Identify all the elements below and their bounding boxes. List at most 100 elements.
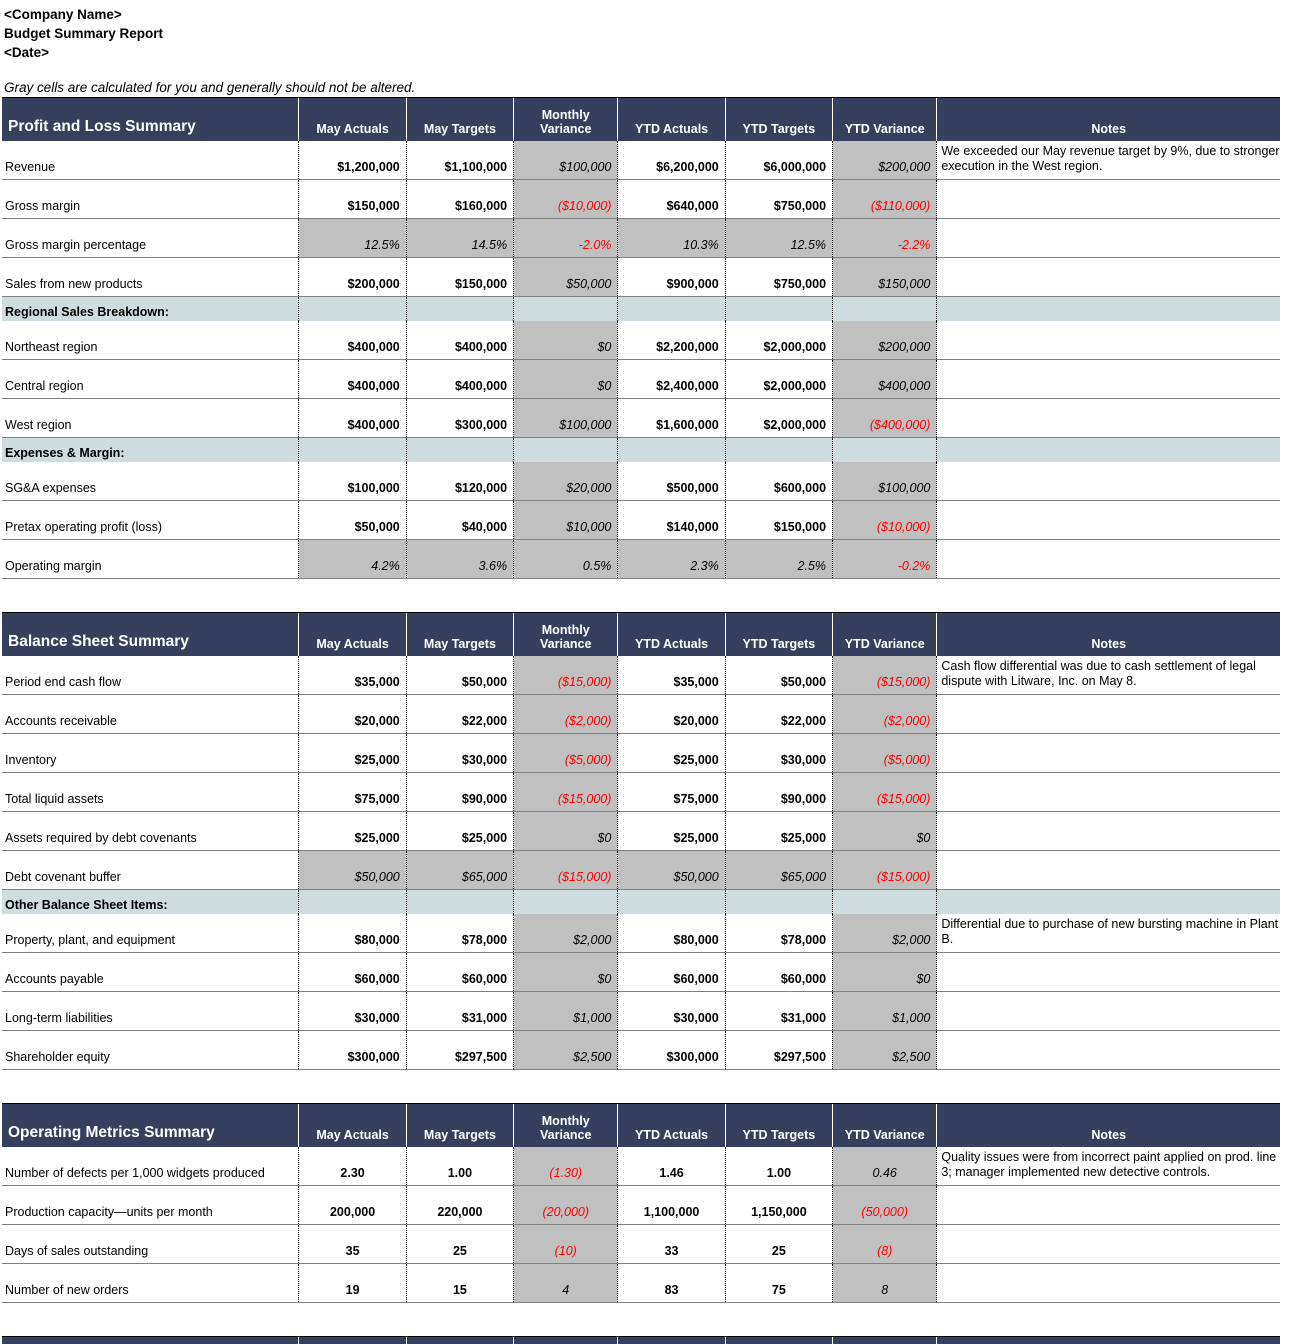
cell-ytd-targets[interactable]: $2,000,000 (725, 398, 834, 438)
cell-may-targets[interactable]: $40,000 (406, 500, 515, 540)
cell-may-actuals[interactable]: $30,000 (298, 991, 407, 1031)
cell-may-actuals[interactable]: 2.30 (298, 1147, 407, 1186)
cell-notes[interactable] (936, 850, 1280, 890)
cell-may-actuals[interactable]: $25,000 (298, 733, 407, 773)
cell-ytd-actuals[interactable]: $75,000 (617, 772, 726, 812)
cell-may-targets[interactable]: $50,000 (406, 656, 515, 695)
cell-ytd-actuals[interactable]: 33 (617, 1224, 726, 1264)
cell-ytd-actuals[interactable]: $2,400,000 (617, 359, 726, 399)
cell-may-targets[interactable]: $25,000 (406, 811, 515, 851)
cell-ytd-targets[interactable]: $90,000 (725, 772, 834, 812)
cell-notes[interactable] (936, 1263, 1280, 1303)
cell-ytd-actuals[interactable]: $640,000 (617, 179, 726, 219)
cell-notes[interactable] (936, 952, 1280, 992)
cell-ytd-actuals[interactable]: $25,000 (617, 811, 726, 851)
cell-ytd-targets[interactable]: $6,000,000 (725, 141, 834, 180)
cell-may-targets[interactable]: $30,000 (406, 733, 515, 773)
cell-may-actuals[interactable]: $80,000 (298, 914, 407, 953)
cell-notes[interactable] (936, 500, 1280, 540)
cell-notes[interactable] (936, 321, 1280, 360)
column-header-contoso-ltd[interactable]: Contoso, Ltd. (298, 1336, 407, 1344)
cell-may-actuals[interactable]: $35,000 (298, 656, 407, 695)
cell-may-actuals[interactable]: $100,000 (298, 462, 407, 501)
cell-notes[interactable] (936, 733, 1280, 773)
cell-may-actuals[interactable]: $20,000 (298, 694, 407, 734)
cell-ytd-targets[interactable]: $750,000 (725, 179, 834, 219)
cell-ytd-actuals[interactable]: $30,000 (617, 991, 726, 1031)
cell-ytd-targets[interactable]: $30,000 (725, 733, 834, 773)
cell-ytd-targets[interactable]: 1.00 (725, 1147, 834, 1186)
column-header-ytd-variance[interactable]: YTD Variance (832, 1103, 938, 1147)
cell-ytd-targets[interactable]: $50,000 (725, 656, 834, 695)
cell-ytd-targets[interactable]: $750,000 (725, 257, 834, 297)
cell-may-targets[interactable]: $297,500 (406, 1030, 515, 1070)
cell-ytd-actuals[interactable]: 83 (617, 1263, 726, 1303)
column-header-may-targets[interactable]: May Targets (406, 97, 515, 141)
cell-ytd-actuals[interactable]: 1.46 (617, 1147, 726, 1186)
column-header-may-targets[interactable]: May Targets (406, 1103, 515, 1147)
cell-ytd-actuals[interactable]: $140,000 (617, 500, 726, 540)
cell-may-actuals[interactable]: 200,000 (298, 1185, 407, 1225)
cell-notes[interactable] (936, 257, 1280, 297)
cell-ytd-targets[interactable]: $297,500 (725, 1030, 834, 1070)
cell-may-targets[interactable]: 25 (406, 1224, 515, 1264)
column-header-may-targets[interactable]: May Targets (406, 612, 515, 656)
cell-may-targets[interactable]: $78,000 (406, 914, 515, 953)
column-header-ytd-actuals[interactable]: YTD Actuals (617, 612, 726, 656)
cell-notes[interactable] (936, 1185, 1280, 1225)
cell-ytd-targets[interactable]: $150,000 (725, 500, 834, 540)
cell-ytd-targets[interactable]: $31,000 (725, 991, 834, 1031)
cell-notes[interactable]: Differential due to purchase of new burs… (936, 914, 1280, 953)
cell-may-actuals[interactable]: $300,000 (298, 1030, 407, 1070)
cell-ytd-targets[interactable]: $25,000 (725, 811, 834, 851)
cell-ytd-targets[interactable]: $2,000,000 (725, 321, 834, 360)
column-header-may-actuals[interactable]: May Actuals (298, 1103, 407, 1147)
cell-may-targets[interactable]: $120,000 (406, 462, 515, 501)
cell-may-actuals[interactable]: $150,000 (298, 179, 407, 219)
cell-ytd-targets[interactable]: $78,000 (725, 914, 834, 953)
cell-may-targets[interactable]: 15 (406, 1263, 515, 1303)
cell-may-actuals[interactable]: $50,000 (298, 500, 407, 540)
cell-notes[interactable] (936, 991, 1280, 1031)
column-header-ytd-targets[interactable]: YTD Targets (725, 612, 834, 656)
cell-may-actuals[interactable]: $400,000 (298, 398, 407, 438)
column-header-ytd-variance[interactable]: YTD Variance (832, 612, 938, 656)
cell-may-targets[interactable]: $90,000 (406, 772, 515, 812)
cell-ytd-actuals[interactable]: 1,100,000 (617, 1185, 726, 1225)
cell-notes[interactable]: We exceeded our May revenue target by 9%… (936, 141, 1280, 180)
cell-may-actuals[interactable]: $400,000 (298, 321, 407, 360)
column-header-monthly-variance[interactable]: Monthly Variance (513, 1103, 619, 1147)
column-header-ytd-targets[interactable]: YTD Targets (725, 97, 834, 141)
column-header-notes[interactable]: Notes (936, 97, 1280, 141)
cell-may-actuals[interactable]: $25,000 (298, 811, 407, 851)
cell-notes[interactable] (936, 398, 1280, 438)
cell-notes[interactable] (936, 179, 1280, 219)
cell-ytd-actuals[interactable]: $35,000 (617, 656, 726, 695)
column-header-monthly-variance[interactable]: Monthly Variance (513, 97, 619, 141)
column-header-other[interactable]: Other (832, 1336, 938, 1344)
cell-notes[interactable] (936, 359, 1280, 399)
column-header-monthly-variance[interactable]: Monthly Variance (513, 612, 619, 656)
column-header-notes[interactable]: Notes (936, 1103, 1280, 1147)
column-header-ytd-targets[interactable]: YTD Targets (725, 1103, 834, 1147)
cell-may-actuals[interactable]: $400,000 (298, 359, 407, 399)
cell-may-actuals[interactable]: 19 (298, 1263, 407, 1303)
column-header-competitor-3[interactable]: Competitor 3 (617, 1336, 726, 1344)
cell-notes[interactable] (936, 694, 1280, 734)
cell-ytd-actuals[interactable]: $900,000 (617, 257, 726, 297)
cell-may-targets[interactable]: $1,100,000 (406, 141, 515, 180)
column-header-competitor-2[interactable]: Competitor 2 (513, 1336, 619, 1344)
column-header-competitor-1[interactable]: Competitor 1 (406, 1336, 515, 1344)
cell-may-actuals[interactable]: 35 (298, 1224, 407, 1264)
column-header-ytd-actuals[interactable]: YTD Actuals (617, 1103, 726, 1147)
cell-may-targets[interactable]: 1.00 (406, 1147, 515, 1186)
cell-ytd-targets[interactable]: $2,000,000 (725, 359, 834, 399)
cell-may-targets[interactable]: $400,000 (406, 359, 515, 399)
column-header-notes[interactable]: Notes (936, 612, 1280, 656)
cell-may-targets[interactable]: $400,000 (406, 321, 515, 360)
cell-may-actuals[interactable]: $200,000 (298, 257, 407, 297)
cell-may-targets[interactable]: $60,000 (406, 952, 515, 992)
column-header-competitor-4[interactable]: Competitor 4 (725, 1336, 834, 1344)
cell-notes[interactable]: Cash flow differential was due to cash s… (936, 656, 1280, 695)
cell-notes[interactable] (936, 1224, 1280, 1264)
